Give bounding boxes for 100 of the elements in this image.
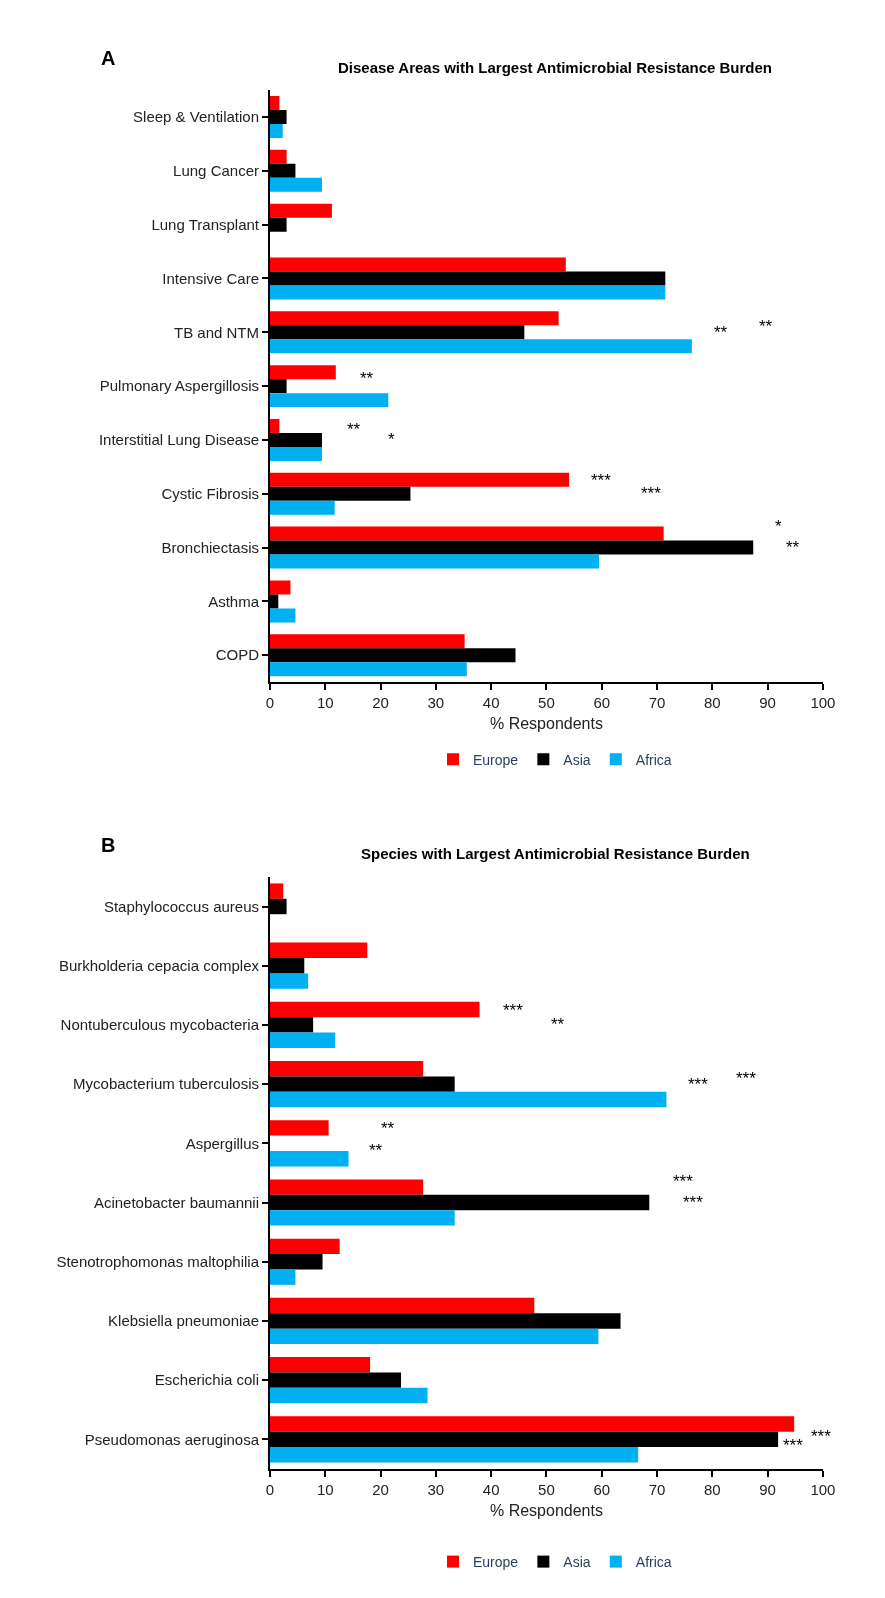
annotation: ***	[736, 1069, 757, 1088]
legend-label: Asia	[563, 751, 591, 768]
bar	[270, 1179, 424, 1195]
bar	[270, 554, 599, 569]
annotation: **	[786, 538, 800, 557]
y-tick-label: Asthma	[208, 592, 260, 610]
x-tick-label: 40	[482, 694, 500, 712]
bar	[270, 942, 368, 959]
y-tick-label: Lung Transplant	[151, 215, 260, 233]
y-tick-label: Burkholderia cepacia complex	[58, 956, 260, 974]
annotation: ***	[783, 1436, 804, 1455]
x-axis-title: % Respondents	[489, 1502, 603, 1520]
chart-title: Disease Areas with Largest Antimicrobial Resistance Burden	[338, 59, 773, 76]
legend-label: Europe	[473, 751, 519, 768]
bar	[270, 177, 322, 192]
annotation: **	[714, 323, 728, 342]
bar	[270, 96, 280, 111]
y-tick-label: Stenotrophomonas maltophilia	[56, 1252, 260, 1270]
bar	[270, 580, 291, 595]
bar	[270, 365, 336, 380]
bar	[270, 1447, 639, 1463]
x-tick-label: 90	[759, 1480, 776, 1498]
annotation: ***	[641, 484, 662, 503]
x-tick-label: 10	[316, 694, 334, 712]
x-tick-label: 70	[648, 1480, 666, 1498]
bar	[270, 500, 335, 515]
x-tick-label: 60	[593, 694, 611, 712]
bar	[270, 472, 570, 487]
x-tick-label: 20	[372, 694, 389, 712]
annotation: **	[347, 420, 361, 439]
bar	[270, 1091, 667, 1108]
y-tick-label: Staphylococcus aureus	[103, 897, 259, 915]
bar	[270, 285, 666, 300]
y-tick-label: Pulmonary Aspergillosis	[99, 377, 259, 395]
y-tick-label: Interstitial Lung Disease	[98, 431, 259, 449]
x-tick-label: 100	[810, 694, 836, 712]
bar	[270, 393, 389, 408]
bar	[270, 1357, 371, 1373]
annotation: **	[381, 1119, 395, 1138]
bar	[270, 339, 692, 354]
legend-label: Asia	[563, 1554, 591, 1571]
bar	[270, 149, 287, 164]
x-tick-label: 0	[265, 1480, 275, 1498]
y-tick-label: Aspergillus	[185, 1134, 259, 1152]
annotation: ***	[673, 1172, 694, 1191]
x-tick-label: 50	[538, 1480, 555, 1498]
bar	[270, 203, 332, 218]
bar	[270, 1297, 535, 1314]
annotation: **	[369, 1141, 383, 1160]
legend-label: Europe	[473, 1554, 519, 1571]
y-tick-label: Mycobacterium tuberculosis	[73, 1075, 259, 1093]
text: A	[101, 47, 116, 69]
bar	[270, 1238, 340, 1255]
annotation: ***	[688, 1075, 709, 1094]
bar	[270, 1001, 480, 1018]
y-tick-label: TB and NTM	[173, 323, 259, 341]
annotation: ***	[683, 1193, 704, 1212]
bar	[270, 124, 283, 139]
bar	[270, 1120, 329, 1136]
bar	[270, 418, 280, 433]
bar	[270, 1269, 296, 1285]
annotation: *	[388, 430, 395, 449]
bar	[270, 634, 465, 649]
x-tick-label: 100	[810, 1480, 836, 1498]
bar	[270, 446, 322, 461]
y-tick-label: Sleep & Ventilation	[133, 108, 259, 126]
y-tick-label: Acinetobacter baumannii	[93, 1193, 259, 1211]
y-tick-label: Bronchiectasis	[161, 538, 259, 556]
x-tick-label: 80	[703, 1480, 721, 1498]
bar	[270, 311, 559, 326]
bar	[270, 1151, 349, 1167]
y-tick-label: Lung Cancer	[173, 162, 259, 180]
legend-label: Africa	[635, 751, 672, 768]
x-tick-label: 60	[593, 1480, 611, 1498]
bar	[270, 1032, 336, 1048]
x-tick-label: 0	[265, 694, 275, 712]
annotation: ***	[811, 1427, 832, 1446]
bar	[270, 662, 467, 677]
x-tick-label: 30	[427, 694, 445, 712]
x-tick-label: 30	[427, 1480, 445, 1498]
y-tick-label: Nontuberculous mycobacteria	[60, 1016, 260, 1034]
bar	[270, 526, 664, 541]
bar	[270, 1416, 795, 1432]
annotation: *	[775, 517, 782, 536]
x-tick-label: 90	[759, 694, 776, 712]
x-tick-label: 40	[482, 1480, 500, 1498]
bar	[270, 608, 296, 623]
bar	[270, 973, 309, 989]
y-tick-label: Pseudomonas aeruginosa	[84, 1430, 260, 1448]
annotation: ***	[503, 1001, 524, 1020]
bar	[270, 1387, 428, 1404]
y-tick-label: Escherichia coli	[154, 1371, 259, 1389]
bar	[270, 883, 284, 899]
x-tick-label: 70	[648, 694, 666, 712]
bar	[270, 1210, 455, 1226]
bar	[270, 1328, 599, 1345]
annotation: **	[360, 369, 374, 388]
legend-label: Africa	[635, 1554, 672, 1571]
x-axis-title: % Respondents	[489, 715, 603, 733]
y-tick-label: COPD	[215, 646, 260, 664]
